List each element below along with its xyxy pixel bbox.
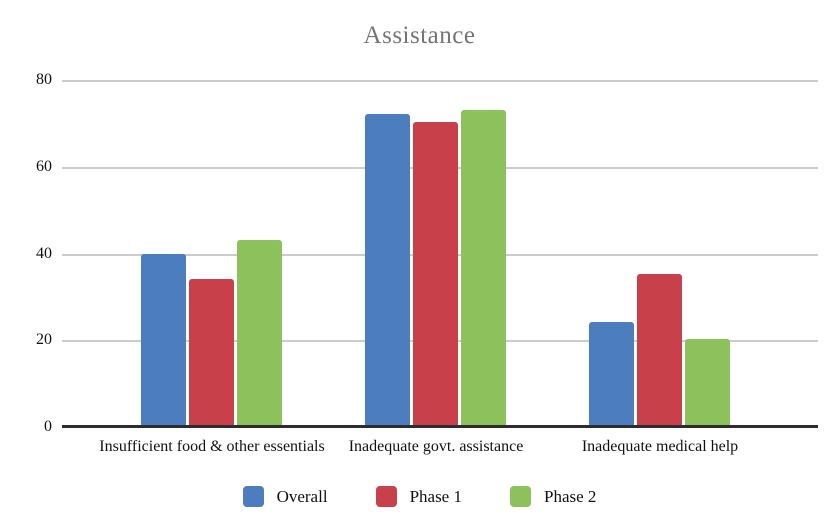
legend-label: Overall — [276, 486, 328, 506]
legend-label: Phase 1 — [409, 486, 462, 506]
x-axis-line — [62, 425, 818, 428]
legend-item-phase-1: Phase 1 — [375, 486, 462, 507]
category-label: Inadequate medical help — [581, 438, 739, 455]
legend-swatch — [242, 486, 264, 507]
bar-phase-1 — [189, 278, 234, 426]
legend-swatch — [509, 486, 531, 507]
legend-label: Phase 2 — [543, 486, 597, 506]
y-axis-tick-label: 60 — [36, 157, 52, 175]
plot-area — [62, 80, 818, 428]
legend-item-phase-2: Phase 2 — [509, 486, 597, 507]
bar-overall — [141, 254, 186, 426]
bar-group — [589, 274, 730, 426]
bar-phase-2 — [685, 339, 730, 426]
bar-overall — [365, 113, 410, 426]
legend-item-overall: Overall — [242, 486, 328, 507]
bar-phase-1 — [413, 122, 458, 426]
chart-title: Assistance — [363, 22, 476, 49]
y-axis-tick-label: 80 — [36, 71, 52, 88]
bar-phase-1 — [637, 274, 682, 426]
bar-phase-2 — [237, 239, 282, 426]
y-axis-tick-label: 40 — [36, 244, 52, 262]
bar-group — [141, 239, 282, 426]
y-axis-tick-label: 0 — [44, 418, 52, 435]
bar-overall — [589, 321, 634, 426]
category-label: Inadequate govt. assistance — [348, 438, 524, 455]
y-axis-tick-label: 20 — [36, 331, 52, 349]
category-label: Insufficient food & other essentials — [99, 438, 325, 455]
legend: Overall Phase 1 Phase 2 — [0, 486, 839, 507]
bar-phase-2 — [461, 110, 506, 426]
bar-group — [365, 110, 506, 426]
legend-swatch — [375, 486, 397, 507]
gridline — [62, 80, 818, 82]
